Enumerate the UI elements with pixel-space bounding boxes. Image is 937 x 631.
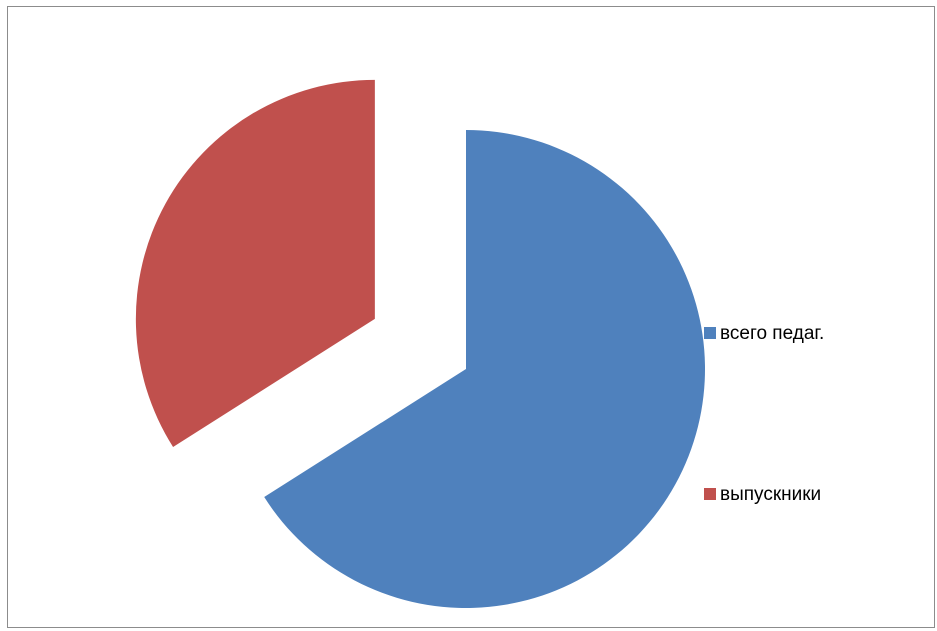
legend-item-vsego-pedag: всего педаг. bbox=[704, 319, 836, 348]
legend-label-vypuskniki: выпускники bbox=[720, 484, 822, 505]
legend-label-vsego-pedag: всего педаг. bbox=[720, 323, 825, 344]
legend-item-vypuskniki: выпускники bbox=[704, 480, 836, 509]
pie-slice-vypuskniki bbox=[135, 79, 375, 447]
pie-slice-vsego-pedag bbox=[264, 130, 706, 608]
legend-swatch-vsego-pedag bbox=[704, 327, 716, 339]
legend-swatch-vypuskniki bbox=[704, 488, 716, 500]
